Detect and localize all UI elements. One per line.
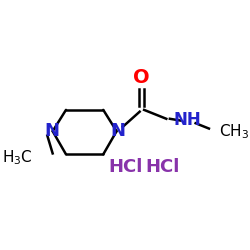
Text: HCl: HCl <box>146 158 180 176</box>
Text: CH$_3$: CH$_3$ <box>219 122 249 141</box>
Text: N: N <box>110 122 125 140</box>
Text: H$_3$C: H$_3$C <box>2 148 33 167</box>
Text: NH: NH <box>174 111 202 129</box>
Text: N: N <box>44 122 59 140</box>
Text: O: O <box>133 68 150 86</box>
Text: HCl: HCl <box>108 158 143 176</box>
